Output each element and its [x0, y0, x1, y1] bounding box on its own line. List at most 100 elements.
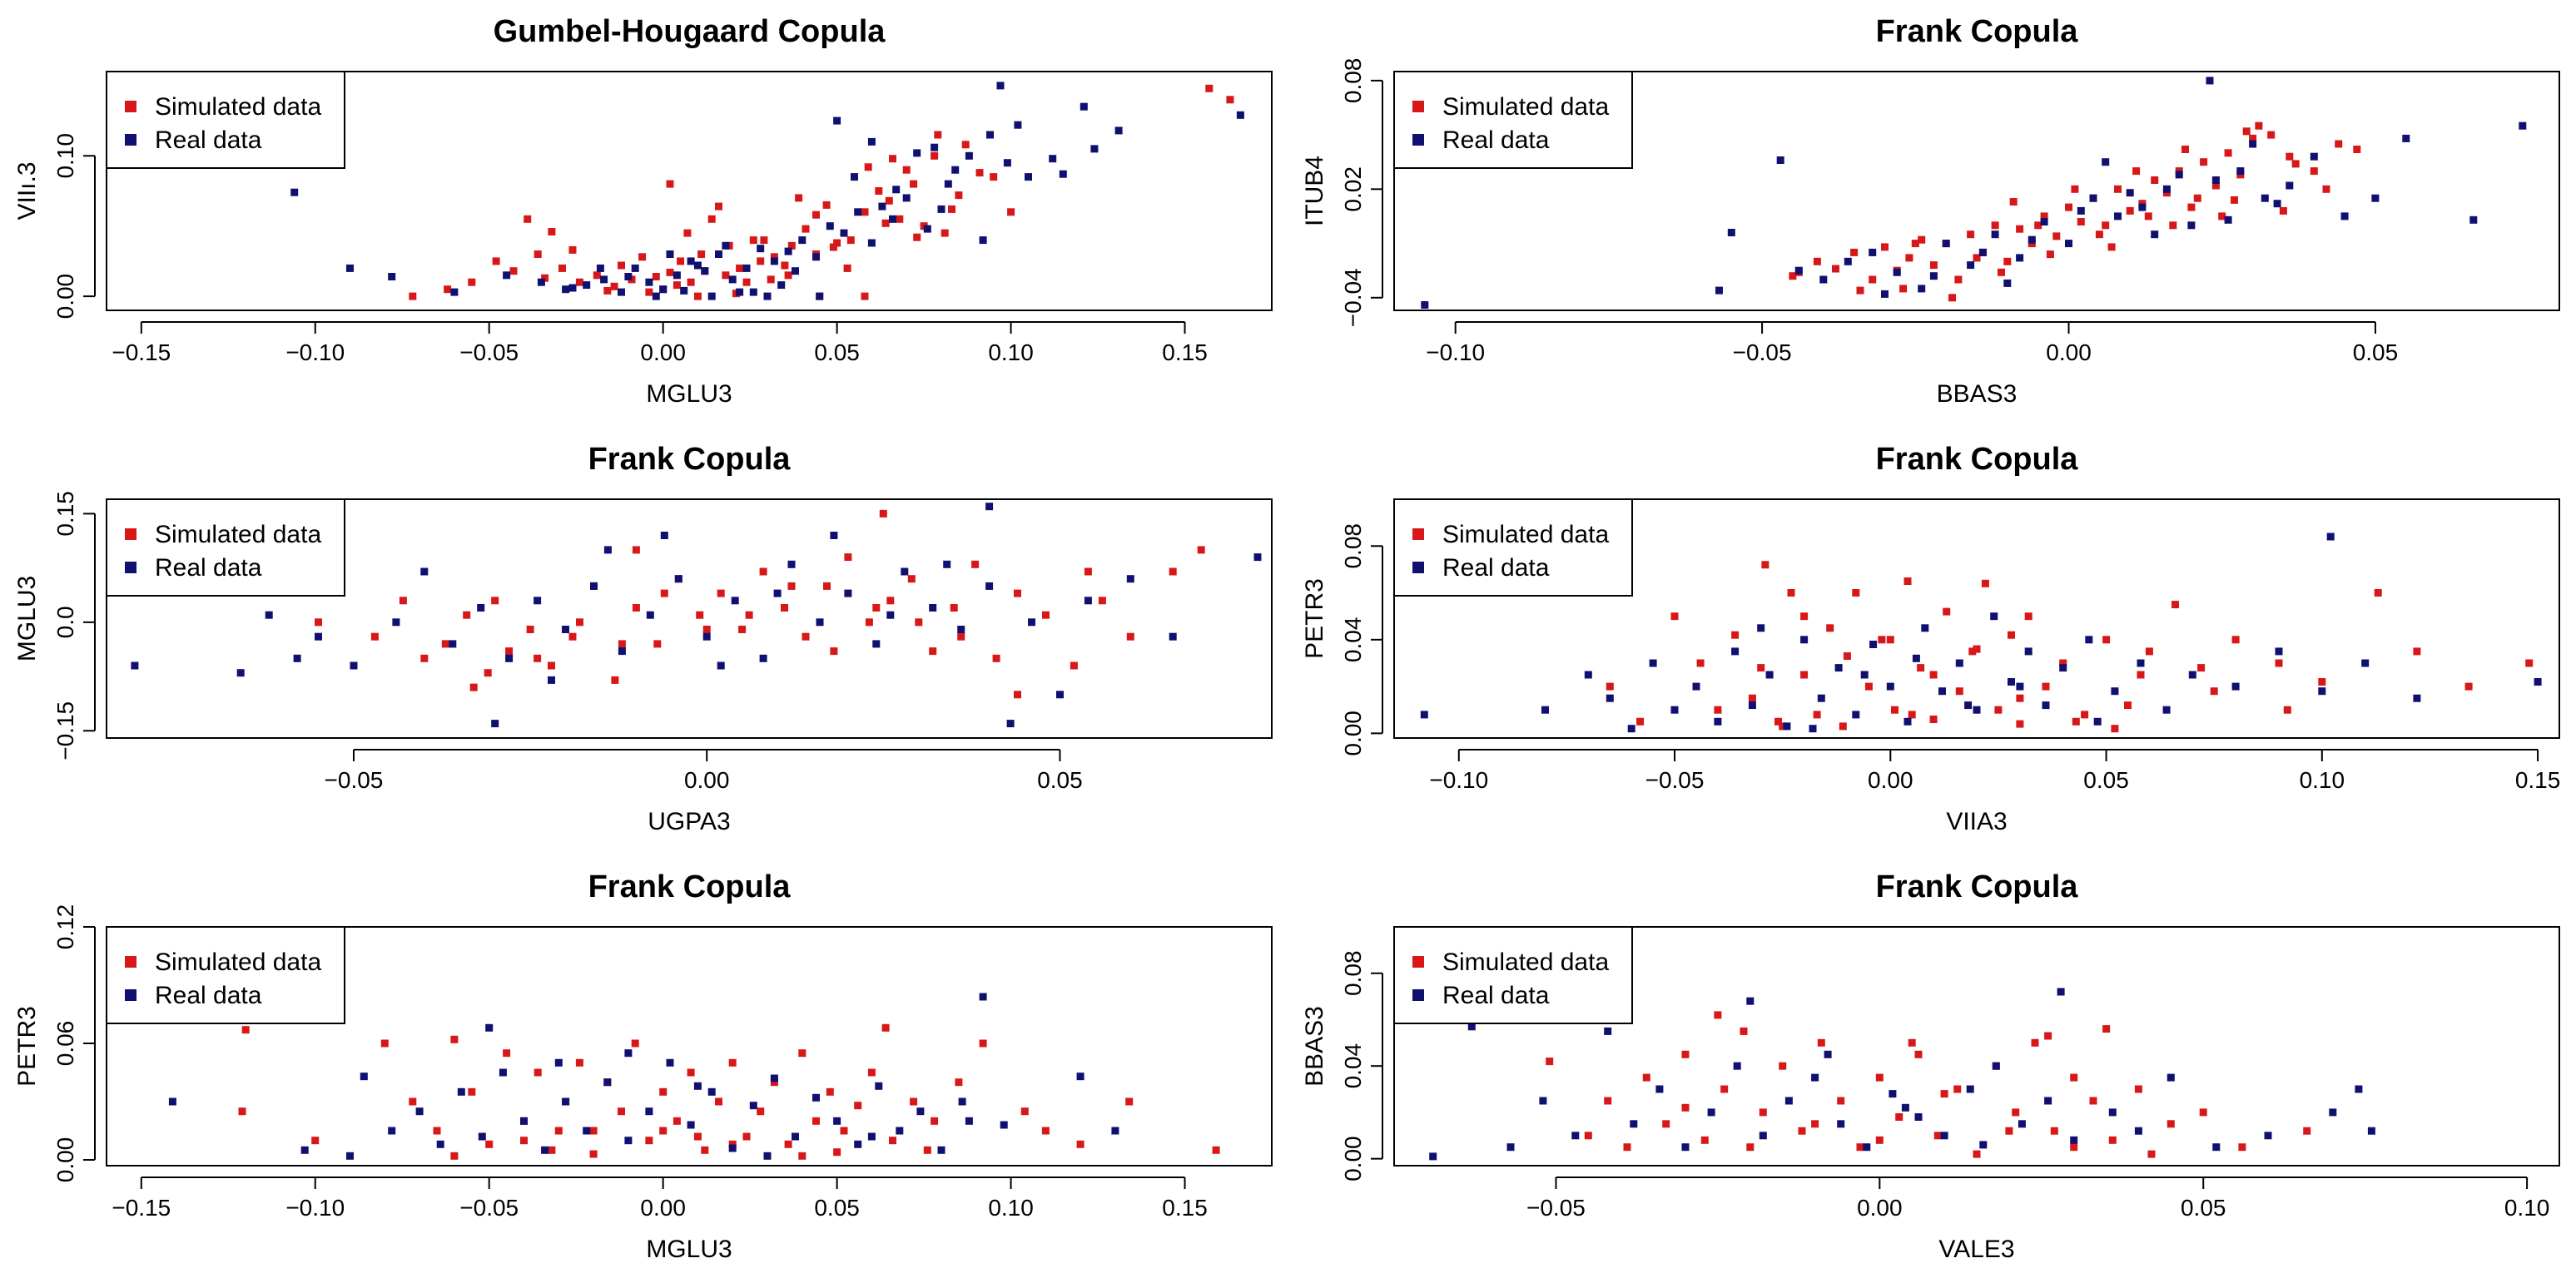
data-point: [742, 278, 751, 286]
data-point: [881, 219, 890, 227]
legend-swatch: [1412, 562, 1424, 573]
data-point: [1905, 254, 1913, 262]
x-axis-label: UGPA3: [648, 808, 730, 835]
data-point: [728, 1140, 737, 1148]
data-point: [1506, 1143, 1515, 1152]
data-point: [520, 1117, 528, 1125]
data-point: [795, 194, 803, 202]
data-point: [660, 589, 668, 597]
legend-label: Simulated data: [1442, 949, 1609, 976]
legend-box: [1393, 926, 1633, 1024]
data-point: [2231, 196, 2238, 204]
data-point: [702, 632, 711, 641]
data-point: [2353, 146, 2361, 153]
x-tick-label: −0.05: [1733, 339, 1792, 365]
data-point: [1727, 229, 1735, 236]
data-point: [534, 250, 542, 258]
data-point: [965, 151, 973, 160]
y-tick-label: 0.15: [52, 491, 78, 537]
data-point: [370, 632, 379, 641]
data-point: [433, 1127, 441, 1135]
data-point: [457, 1087, 465, 1096]
data-point: [562, 285, 570, 294]
y-axis: 0.00 0.10 VIIı.3: [13, 133, 96, 319]
data-point: [1864, 682, 1873, 691]
data-point: [524, 215, 532, 223]
data-point: [2044, 1032, 2052, 1040]
data-point: [996, 82, 1005, 90]
data-point: [2052, 232, 2061, 240]
data-point: [1541, 706, 1549, 714]
data-point: [2361, 659, 2370, 667]
data-point: [931, 1117, 939, 1125]
series-simulated: [315, 509, 1205, 699]
data-point: [1889, 1090, 1897, 1098]
legend-box: [1393, 71, 1633, 169]
data-point: [1080, 102, 1088, 111]
data-point: [1914, 1050, 1923, 1058]
x-tick-label: 0.00: [640, 339, 686, 365]
data-point: [1908, 1038, 1916, 1047]
data-point: [1978, 248, 1987, 256]
data-point: [674, 575, 682, 583]
data-point: [1967, 261, 1975, 270]
series-real: [131, 503, 1262, 728]
data-point: [1881, 290, 1889, 298]
data-point: [955, 191, 963, 200]
data-point: [2175, 171, 2183, 179]
data-point: [1903, 717, 1912, 726]
data-point: [1817, 1038, 1825, 1047]
data-points: [290, 82, 1244, 300]
data-point: [1253, 553, 1262, 562]
data-point: [2138, 203, 2147, 211]
data-point: [1869, 275, 1877, 284]
data-point: [1779, 1062, 1787, 1070]
data-point: [2355, 1085, 2363, 1093]
chart-title: Frank Copula: [588, 442, 792, 477]
y-axis-label: PETR3: [13, 1006, 41, 1087]
data-point: [2469, 215, 2478, 224]
x-axis-label: BBAS3: [1937, 380, 2018, 408]
data-point: [2231, 636, 2240, 644]
data-point: [492, 257, 500, 265]
data-point: [2236, 167, 2245, 176]
data-point: [2040, 212, 2048, 220]
data-point: [449, 640, 457, 648]
data-point: [537, 278, 545, 286]
legend-label: Real data: [1442, 982, 1550, 1009]
data-point: [961, 141, 970, 149]
legend-swatch: [125, 101, 136, 112]
y-axis-label: BBAS3: [1301, 1006, 1328, 1087]
x-tick-label: −0.10: [1426, 339, 1485, 365]
data-point: [854, 1102, 862, 1110]
data-point: [923, 1146, 931, 1154]
chart-title: Frank Copula: [1876, 14, 2079, 49]
data-point: [2034, 221, 2042, 230]
data-point: [861, 208, 869, 216]
y-tick-label: 0.04: [1340, 1043, 1366, 1089]
legend-box: [106, 498, 345, 597]
data-point: [823, 582, 831, 590]
data-point: [1111, 1127, 1119, 1135]
data-point: [2242, 127, 2251, 136]
data-point: [652, 273, 660, 280]
data-point: [830, 647, 838, 656]
data-point: [701, 1146, 709, 1154]
data-point: [985, 503, 994, 511]
data-point: [736, 288, 744, 296]
data-point: [889, 1137, 896, 1145]
chart-title: Frank Copula: [588, 869, 792, 904]
y-tick-label: 0.0: [52, 606, 78, 638]
data-point: [1903, 577, 1912, 585]
x-axis-label: VIIA3: [1946, 808, 2007, 835]
legend-swatch: [1412, 956, 1424, 968]
x-tick-label: 0.15: [1162, 339, 1208, 365]
data-point: [360, 1072, 368, 1081]
data-point: [1681, 1103, 1690, 1112]
data-point: [763, 292, 772, 300]
plot-frame: [106, 926, 1273, 1167]
data-point: [2167, 1120, 2175, 1128]
data-point: [1809, 725, 1817, 733]
data-point: [1041, 1127, 1050, 1135]
data-point: [618, 288, 625, 296]
